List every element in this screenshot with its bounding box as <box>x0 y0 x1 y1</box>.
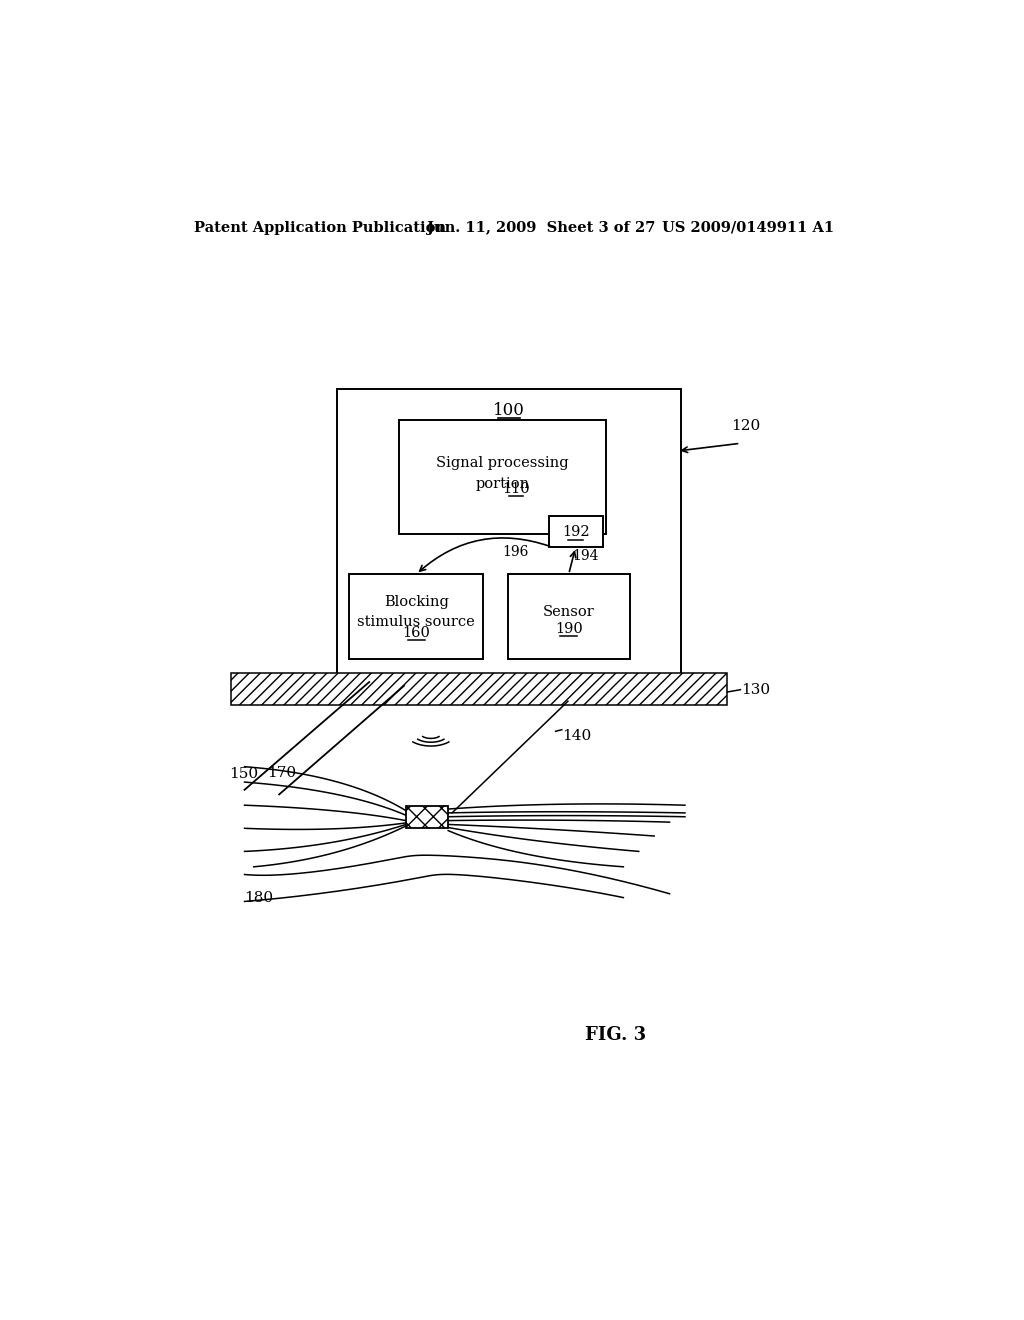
Bar <box>398 420 606 535</box>
Text: 100: 100 <box>494 403 525 420</box>
Bar <box>549 516 602 548</box>
Text: US 2009/0149911 A1: US 2009/0149911 A1 <box>662 220 834 235</box>
Bar <box>349 574 483 659</box>
Text: Blocking
stimulus source: Blocking stimulus source <box>357 594 475 630</box>
Text: FIG. 3: FIG. 3 <box>585 1026 646 1044</box>
Text: 140: 140 <box>562 729 591 743</box>
Text: 110: 110 <box>503 482 530 496</box>
Text: 190: 190 <box>555 622 583 636</box>
Bar <box>337 389 681 675</box>
Text: 130: 130 <box>741 682 770 697</box>
Text: Sensor: Sensor <box>543 605 595 619</box>
Bar <box>508 574 630 659</box>
Bar <box>230 673 727 705</box>
Text: 120: 120 <box>731 420 761 433</box>
Bar <box>406 807 449 828</box>
Text: 196: 196 <box>503 545 528 560</box>
Text: 170: 170 <box>267 766 297 780</box>
Text: Signal processing
portion: Signal processing portion <box>436 455 568 491</box>
Text: 192: 192 <box>562 525 590 539</box>
Text: 180: 180 <box>245 891 273 904</box>
Text: Patent Application Publication: Patent Application Publication <box>194 220 445 235</box>
Text: Jun. 11, 2009  Sheet 3 of 27: Jun. 11, 2009 Sheet 3 of 27 <box>427 220 655 235</box>
Text: 150: 150 <box>229 767 258 781</box>
Text: 194: 194 <box>572 549 599 564</box>
Text: 160: 160 <box>402 627 430 640</box>
